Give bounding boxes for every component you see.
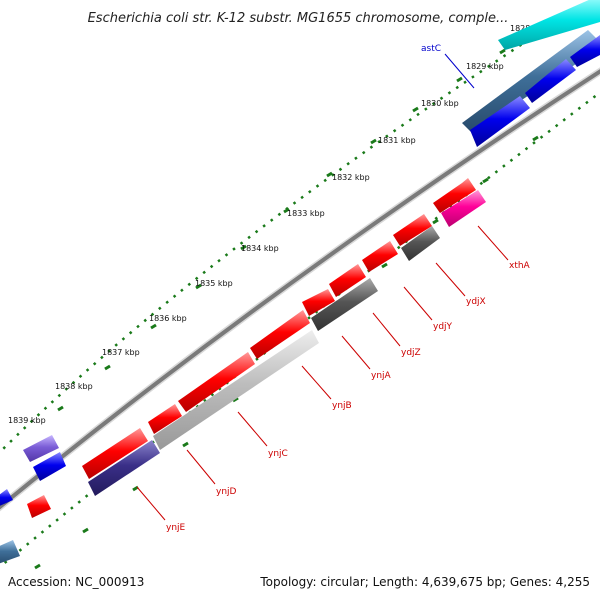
- kbp-label: 1831 kbp: [378, 136, 416, 145]
- forward-strand-features: [0, 0, 600, 518]
- kbp-label: 1837 kbp: [102, 348, 140, 357]
- gene-label-ynjB[interactable]: ynjB: [332, 401, 352, 411]
- gene-label-ynjD[interactable]: ynjD: [216, 487, 237, 497]
- edge-blue-feature[interactable]: [0, 489, 13, 508]
- kbp-tick-mark: [532, 135, 539, 142]
- inner-tick-ring: [0, 91, 600, 569]
- ynjA-leader: [341, 335, 371, 370]
- kbp-tick-mark: [456, 76, 463, 83]
- accession-label: Accession: NC_000913: [8, 575, 145, 589]
- kbp-label: 1832 kbp: [332, 173, 370, 182]
- ydjZ-grey-feature[interactable]: [311, 278, 378, 331]
- blue-feature-block[interactable]: [525, 59, 576, 103]
- xthA-upstream-feature[interactable]: [433, 178, 476, 213]
- kbp-tick-mark: [232, 396, 239, 403]
- kbp-label: 1830 kbp: [421, 99, 459, 108]
- ynjD-leader: [186, 449, 216, 485]
- kbp-tick-mark: [150, 323, 157, 330]
- gene-label-xthA[interactable]: xthA: [509, 261, 531, 271]
- cyan-feature-block[interactable]: [498, 0, 600, 50]
- gene-label-ynjC[interactable]: ynjC: [268, 449, 288, 459]
- blue-feature-block[interactable]: [470, 96, 530, 147]
- ydjX-feature[interactable]: [401, 226, 440, 261]
- ydjZ-feature[interactable]: [329, 264, 366, 297]
- kbp-tick-mark: [240, 244, 247, 251]
- kbp-label: 1838 kbp: [55, 382, 93, 391]
- blue-feature-block[interactable]: [33, 452, 66, 481]
- ynjB-feature[interactable]: [250, 310, 310, 359]
- ynjB-grey-feature[interactable]: [153, 330, 319, 450]
- kbp-label: 1836 kbp: [149, 314, 187, 323]
- ydjX-leader: [435, 262, 466, 297]
- chromosome-backbone: [0, 67, 600, 512]
- xthA-leader: [477, 225, 509, 261]
- inner-dotted-ring: [0, 91, 600, 569]
- edge-steel-feature[interactable]: [0, 540, 20, 565]
- kbp-tick-mark: [370, 138, 377, 145]
- ydjZ-leader: [372, 312, 401, 347]
- kbp-tick-mark: [57, 405, 64, 412]
- kbp-tick-mark: [499, 48, 506, 55]
- ynjA-feature[interactable]: [302, 289, 335, 316]
- blue-feature-block[interactable]: [570, 35, 600, 67]
- kbp-tick-mark: [34, 563, 41, 570]
- gene-label-astC[interactable]: astC: [421, 44, 441, 54]
- kbp-tick-mark: [482, 177, 489, 184]
- backbone-line: [0, 69, 600, 510]
- topology-summary: Topology: circular; Length: 4,639,675 bp…: [260, 575, 590, 589]
- kbp-tick-mark: [326, 171, 333, 178]
- ynjB-leader: [301, 365, 332, 400]
- gene-label-ynjA[interactable]: ynjA: [371, 371, 392, 381]
- ynjC-leader: [237, 411, 268, 447]
- kbp-tick-mark: [104, 364, 111, 371]
- kbp-tick-mark: [195, 283, 202, 290]
- ynjE-feature[interactable]: [27, 495, 51, 518]
- kbp-tick-mark: [381, 262, 388, 269]
- gene-labels: astC xthA ydjX ydjY ydjZ ynjA ynjB ynjC …: [166, 44, 531, 533]
- kbp-tick-mark: [283, 207, 290, 214]
- map-title: Escherichia coli str. K-12 substr. MG165…: [88, 11, 509, 26]
- ynjC-adjacent-feature[interactable]: [148, 404, 182, 434]
- ydjY-feature[interactable]: [362, 241, 398, 272]
- ynjD-navy-feature[interactable]: [88, 440, 160, 496]
- violet-feature-block[interactable]: [23, 435, 59, 462]
- ydjX-neighbor-feature[interactable]: [393, 214, 432, 246]
- ynjD-feature[interactable]: [82, 428, 148, 479]
- gene-label-ynjE[interactable]: ynjE: [166, 523, 186, 533]
- ynjE-leader: [136, 486, 166, 521]
- kbp-label: 1834 kbp: [241, 244, 279, 253]
- astC-feature-block[interactable]: [462, 30, 600, 133]
- gene-label-ydjY[interactable]: ydjY: [433, 322, 453, 332]
- kbp-label: 1839 kbp: [8, 416, 46, 425]
- kbp-tick-mark: [432, 218, 439, 225]
- kbp-tick-mark: [412, 106, 419, 113]
- gene-leader-lines: [136, 53, 509, 521]
- kbp-label: 1829 kbp: [466, 62, 504, 71]
- kbp-tick-mark: [82, 527, 89, 534]
- ynjC-feature[interactable]: [178, 352, 255, 412]
- kbp-tick-mark: [182, 441, 189, 448]
- ydjY-leader: [403, 286, 433, 321]
- kbp-label: 1835 kbp: [195, 279, 233, 288]
- kbp-label: 1833 kbp: [287, 209, 325, 218]
- gene-label-ydjX[interactable]: ydjX: [466, 297, 486, 307]
- reverse-strand-features: [0, 190, 486, 565]
- xthA-feature[interactable]: [441, 190, 486, 227]
- gene-label-ydjZ[interactable]: ydjZ: [401, 348, 421, 358]
- astC-leader: [444, 53, 475, 89]
